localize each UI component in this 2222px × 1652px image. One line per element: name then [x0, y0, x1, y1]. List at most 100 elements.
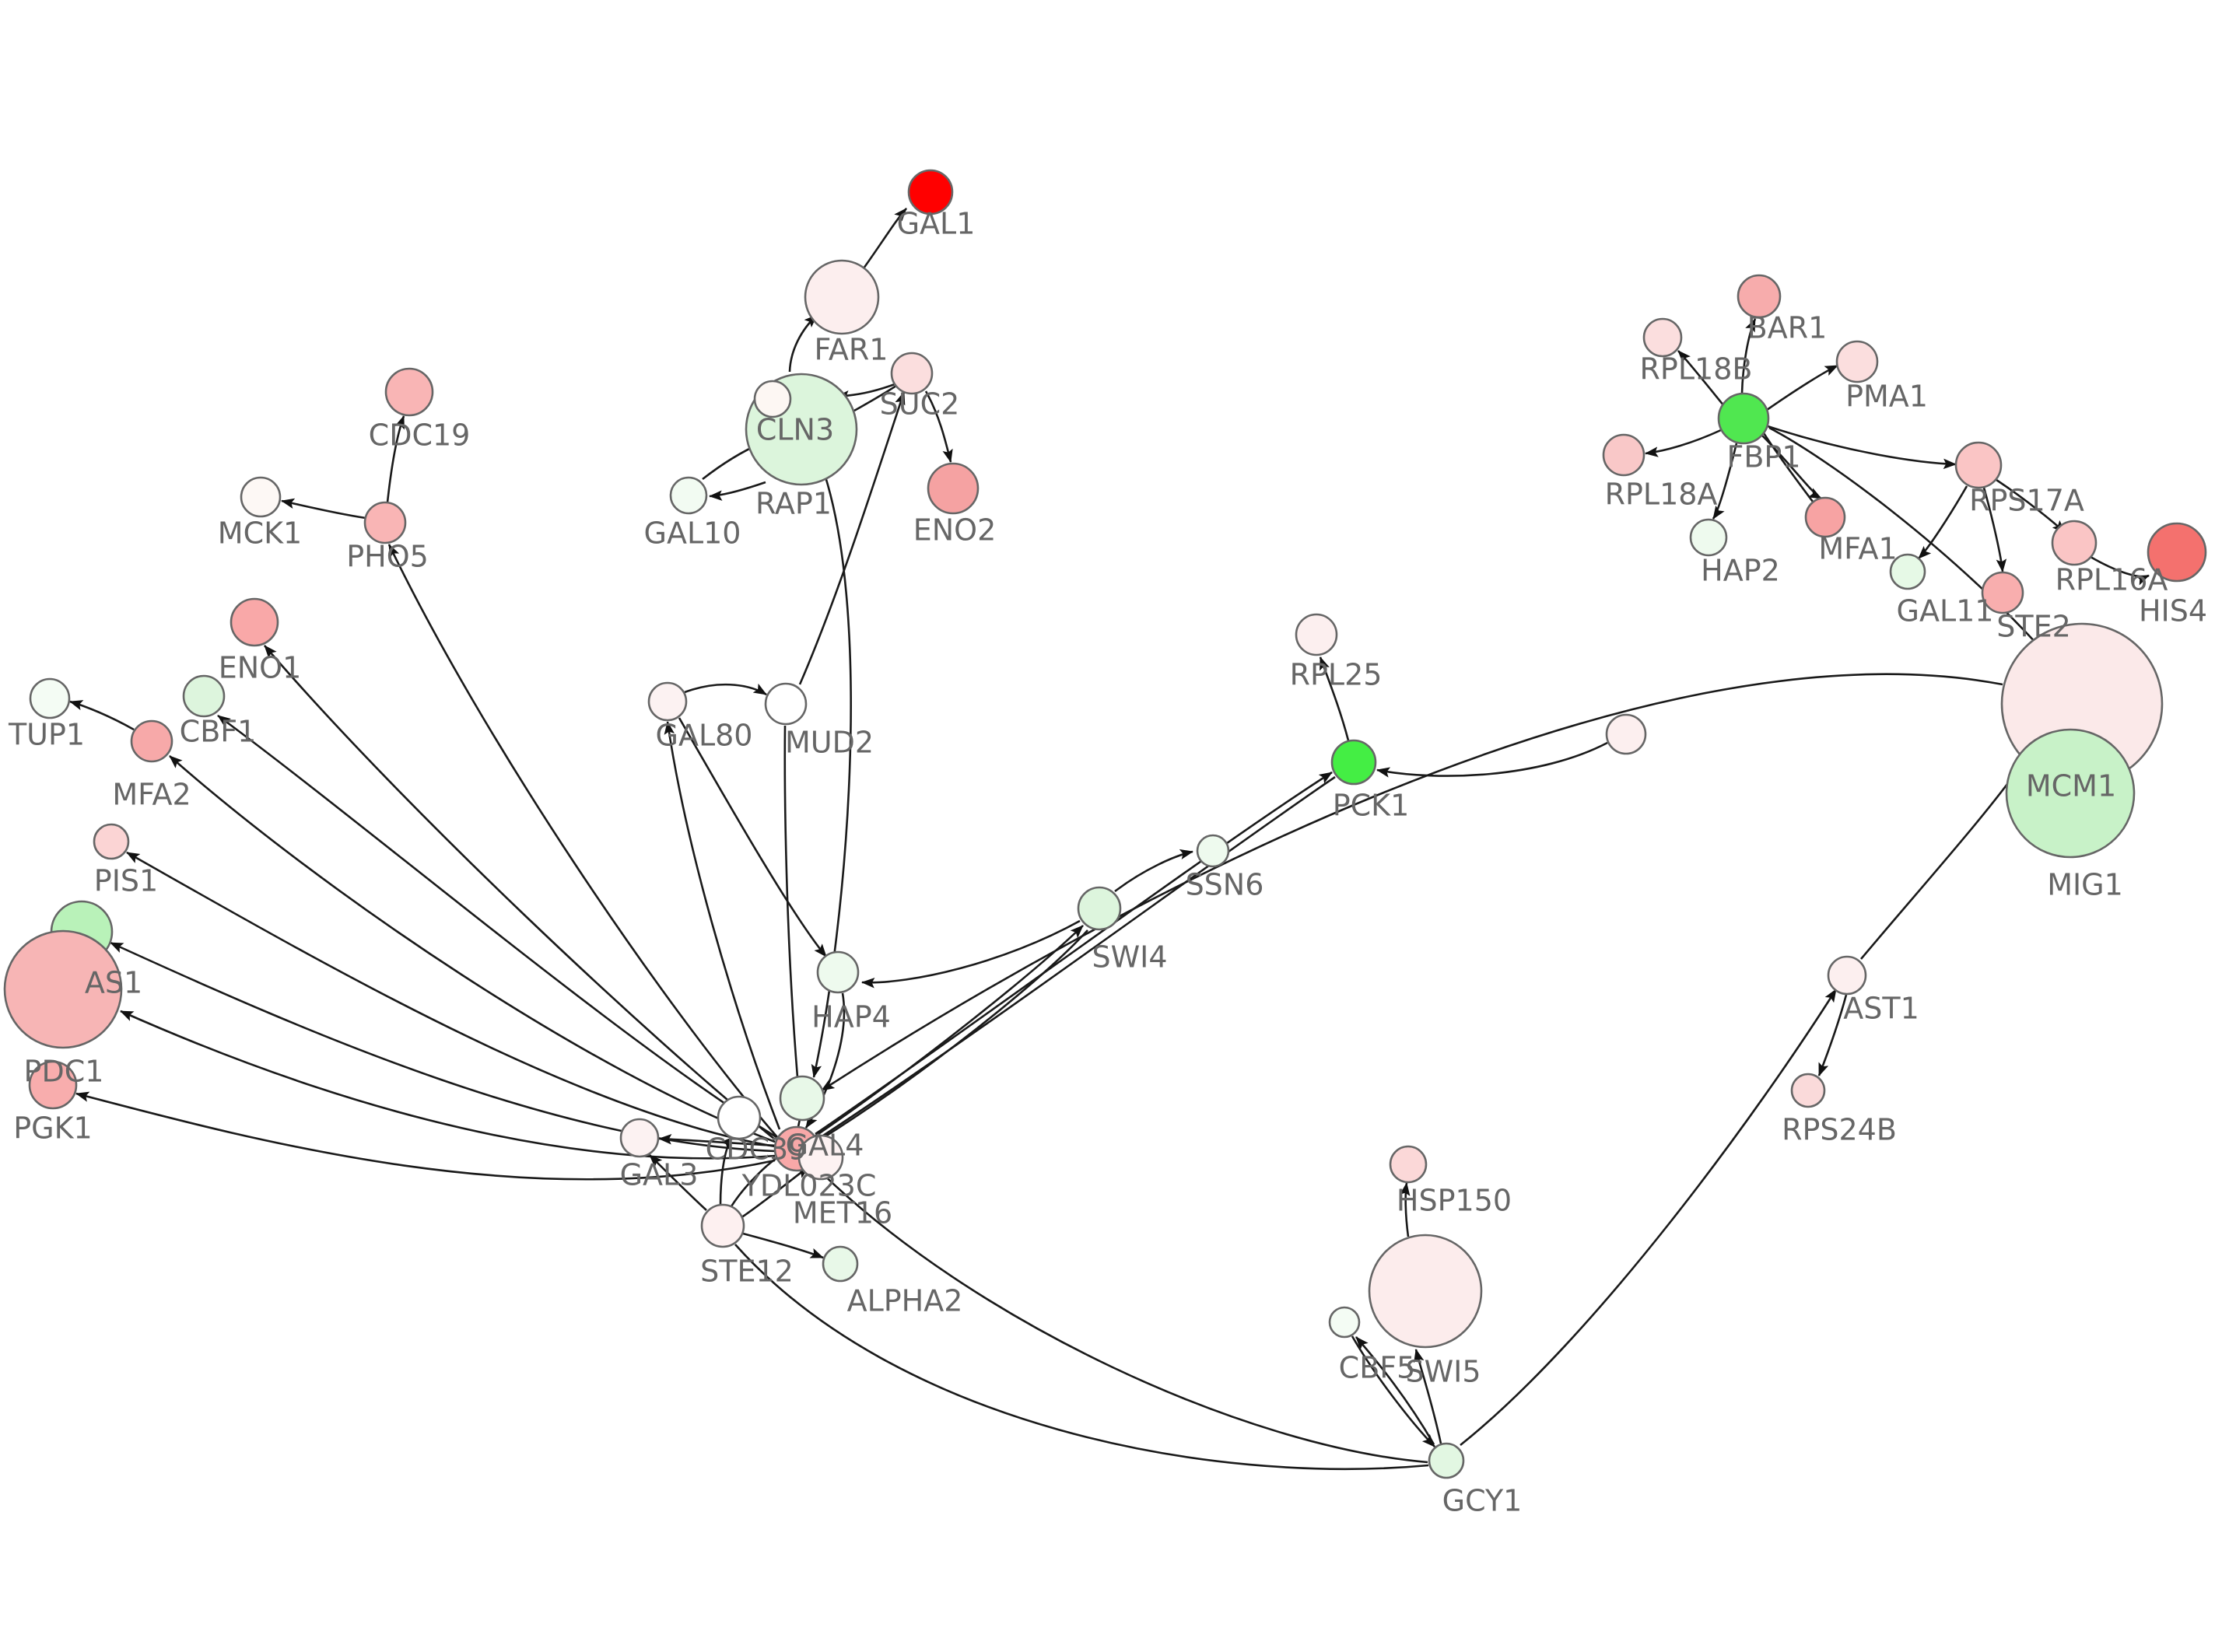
edge-mfa1-to-fbp1 [1760, 429, 1814, 502]
node-his4[interactable] [2147, 522, 2207, 583]
node-gcy1[interactable] [1428, 1442, 1465, 1479]
node-eno1[interactable] [230, 597, 279, 647]
node-label-mfa1: MFA1 [1818, 532, 1897, 566]
edge-suc2-to-eno2 [924, 390, 953, 464]
node-swi5[interactable] [1368, 1234, 1483, 1349]
node-ste12[interactable] [700, 1203, 745, 1248]
node-mud2[interactable] [764, 682, 808, 726]
edge-cbf5-to-gcy1 [1351, 1335, 1435, 1447]
node-hap2[interactable] [1689, 518, 1728, 557]
edge-ste12-to-gcy1 [734, 1244, 1429, 1470]
node-unnamed_r[interactable] [1605, 713, 1647, 755]
node-label-rpl16a: RPL16A [2056, 563, 2168, 597]
edge-gal4-to-pck1b [818, 775, 1336, 1140]
edge-cln3-to-gal10 [708, 481, 766, 501]
node-suc2[interactable] [890, 352, 934, 395]
node-swi4[interactable] [1077, 886, 1122, 931]
node-far1[interactable] [804, 259, 880, 335]
node-rps24b[interactable] [1790, 1073, 1826, 1108]
node-label-gal1: GAL1 [897, 207, 976, 241]
edge-gal4-to-as1 [110, 941, 776, 1153]
node-hsp150[interactable] [1389, 1145, 1428, 1184]
node-label-rpl25: RPL25 [1290, 658, 1383, 692]
node-pgk1[interactable] [28, 1060, 78, 1110]
nodes-layer [3, 169, 2207, 1479]
edge-cln3-to-far1 [788, 314, 818, 373]
node-label-fbp1: FBP1 [1726, 440, 1800, 474]
node-rpl16a[interactable] [2051, 520, 2098, 566]
node-label-tup1: TUP1 [8, 718, 85, 752]
node-pho5[interactable] [363, 501, 407, 544]
node-mfa1[interactable] [1804, 496, 1846, 538]
node-eno2[interactable] [927, 462, 980, 515]
node-cbf5[interactable] [1328, 1306, 1361, 1339]
node-tup1[interactable] [29, 677, 71, 719]
node-label-rap1: RAP1 [755, 487, 832, 521]
edge-gal4-to-mfa2 [169, 755, 776, 1143]
node-gal10[interactable] [669, 476, 708, 515]
node-gal3[interactable] [619, 1118, 660, 1158]
edge-swi4-to-hap4 [860, 919, 1081, 989]
node-pis1[interactable] [93, 823, 130, 860]
edge-gal4-to-pho5 [387, 544, 778, 1138]
node-label-alpha2: ALPHA2 [847, 1284, 963, 1318]
node-label-his4: HIS4 [2139, 594, 2207, 628]
node-pma1[interactable] [1835, 340, 1879, 383]
node-bar1[interactable] [1737, 274, 1782, 319]
edge-gcy1-to-cbf5 [1355, 1336, 1435, 1445]
node-label-pho5: PHO5 [346, 540, 429, 574]
node-cdc39[interactable] [717, 1095, 762, 1140]
node-label-pis1: PIS1 [94, 864, 158, 898]
edge-fbp1-to-rpl18b [1677, 350, 1726, 407]
node-mig1[interactable] [2005, 728, 2136, 859]
edge-gal4-to-pck1 [815, 771, 1333, 1136]
edge-rpl16a-to-his4 [2090, 555, 2150, 586]
node-mfa2[interactable] [130, 719, 173, 763]
node-label-ste12: STE12 [700, 1255, 794, 1289]
node-cdc19[interactable] [384, 367, 434, 417]
node-rpl18a[interactable] [1602, 433, 1645, 477]
node-label-cbf1: CBF1 [180, 715, 257, 749]
node-gal80[interactable] [647, 681, 688, 722]
node-rpl18b[interactable] [1642, 317, 1683, 358]
edge-rps17a-to-ste2 [1982, 487, 2007, 573]
node-gal1[interactable] [907, 169, 954, 215]
node-label-cdc39: CDC39 [706, 1132, 808, 1167]
node-gal4_up[interactable] [779, 1075, 825, 1122]
node-label-mud2: MUD2 [785, 726, 874, 760]
node-label-gcy1: GCY1 [1442, 1484, 1523, 1518]
node-met16[interactable] [797, 1134, 844, 1181]
node-label-pma1: PMA1 [1845, 380, 1928, 414]
node-mck1[interactable] [240, 476, 282, 518]
node-cbf1[interactable] [182, 674, 226, 718]
node-pdc1[interactable] [3, 929, 123, 1049]
node-rps17a[interactable] [1954, 441, 2003, 489]
node-ste2[interactable] [1981, 571, 2024, 614]
node-hap4[interactable] [816, 950, 860, 994]
edge-fbp1-to-hap2 [1712, 443, 1738, 520]
node-label-hap2: HAP2 [1701, 554, 1780, 588]
node-ast1[interactable] [1827, 955, 1867, 996]
edge-mcm1-to-gal4_up [821, 673, 2003, 1092]
node-label-gal3: GAL3 [620, 1158, 699, 1192]
node-rpl25[interactable] [1295, 613, 1338, 656]
node-label-rpl18b: RPL18B [1640, 352, 1753, 387]
node-alpha2[interactable] [822, 1245, 859, 1283]
node-ssn6[interactable] [1196, 834, 1230, 868]
edge-fbp1-to-rps17a [1767, 425, 1957, 470]
edge-ast1-to-rps24b [1817, 994, 1848, 1076]
edge-ste12-to-alpha2 [742, 1232, 824, 1259]
node-fbp1[interactable] [1717, 392, 1770, 445]
edge-ste12-to-cdc39 [719, 1136, 734, 1206]
node-label-cdc19: CDC19 [369, 418, 471, 453]
edge-far1-to-gal1 [862, 208, 907, 269]
node-pck1[interactable] [1330, 739, 1377, 786]
node-label-as1: AS1 [85, 966, 142, 1000]
node-label-ste2: STE2 [1996, 610, 2071, 644]
node-label-gal80: GAL80 [656, 719, 753, 753]
node-cln3_in[interactable] [753, 380, 792, 418]
node-label-hsp150: HSP150 [1397, 1184, 1512, 1218]
node-label-cbf5: CBF5 [1339, 1351, 1416, 1385]
node-gal11[interactable] [1889, 553, 1926, 590]
